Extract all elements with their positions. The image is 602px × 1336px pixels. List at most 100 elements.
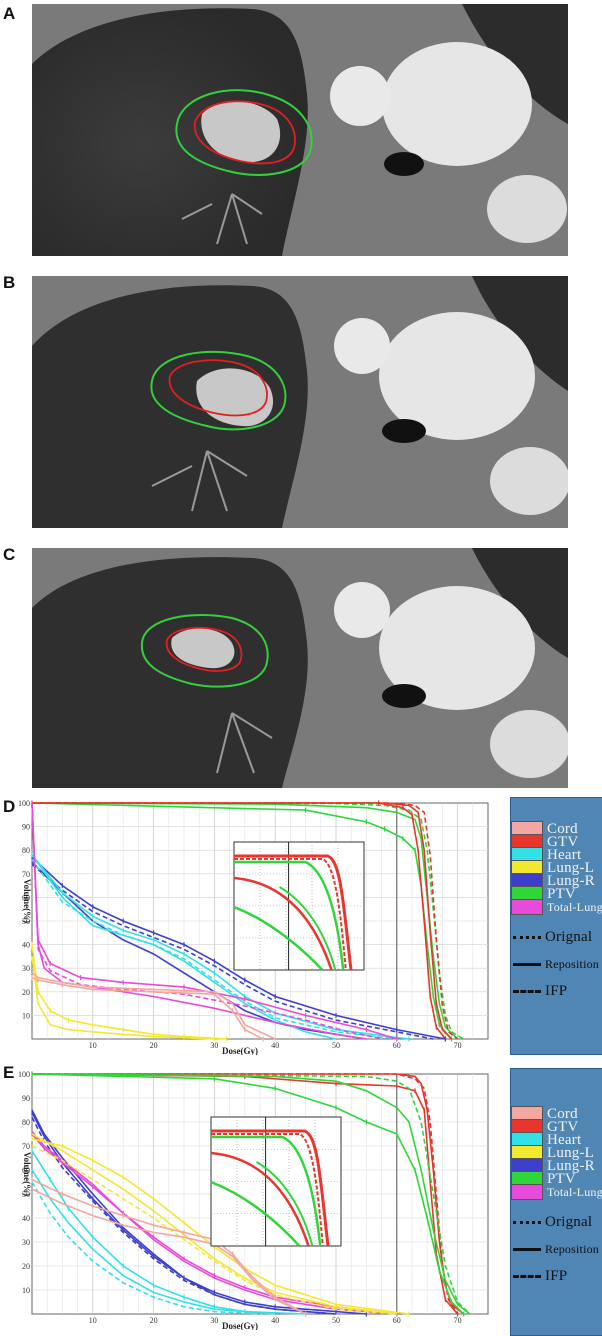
ct-image-a [32,4,568,256]
legend-item-total_lung: Total-Lung [511,898,602,916]
panel-label-b: B [3,273,16,292]
y-tick-label: 50 [22,1190,30,1199]
series-line-lung_r [31,861,367,1040]
series-line-lung_r [31,1109,337,1315]
y-tick-label: 100 [18,799,30,808]
x-tick-label: 10 [89,1316,97,1325]
y-tick-label: 90 [22,1094,30,1103]
legend-item-cord: Cord [511,1105,578,1123]
series-line-lung_l [31,956,215,1040]
x-tick-label: 10 [89,1041,97,1050]
series-line-lung_l [31,1145,397,1315]
x-axis-title: Dose(Gy) [222,1321,258,1330]
series-line-ptv [31,802,465,1040]
legend-label: Heart [547,1131,582,1148]
legend-line-label: Orignal [545,928,593,945]
legend-line-sample [513,962,541,966]
legend-label: GTV [547,833,579,850]
series-line-heart [31,1169,276,1315]
series-line-total_lung [31,1133,397,1315]
x-tick-label: 60 [393,1041,401,1050]
ct-image-b [32,276,568,528]
series-line-gtv [32,1073,459,1315]
series-line-lung_l [31,944,227,1040]
y-tick-label: 100 [18,1070,30,1079]
inset-curve [210,1151,310,1247]
y-tick-label: 40 [22,941,30,950]
series-line-lung_r [31,856,446,1040]
x-tick-label: 50 [332,1041,340,1050]
y-tick-label: 90 [22,823,30,832]
legend-label: GTV [547,1118,579,1135]
inset-curve [211,1133,324,1247]
series-line-heart [31,859,397,1040]
legend-line-ifp: IFP [511,982,567,1000]
legend-label: Lung-R [547,872,595,889]
legend-item-lung_l: Lung-L [511,1144,594,1162]
y-tick-label: 80 [22,846,30,855]
ct-scan-a [32,4,568,256]
legend-item-ptv: PTV [511,1170,576,1188]
inset-curve [278,886,337,971]
y-tick-label: 20 [22,1262,30,1271]
x-tick-label: 20 [150,1041,158,1050]
legend-label: Heart [547,846,582,863]
y-tick-label: 80 [22,1118,30,1127]
legend-item-lung_r: Lung-R [511,1157,595,1175]
y-tick-label: 30 [22,964,30,973]
x-tick-label: 30 [210,1041,218,1050]
y-tick-label: 30 [22,1238,30,1247]
panel-label-a: A [3,4,16,23]
inset-curve [233,905,324,971]
series-line-lung_r [31,863,434,1040]
y-tick-label: 60 [22,893,30,902]
legend-label: Cord [547,1105,578,1122]
inset-zoom [210,1116,342,1247]
legend-line-reposition: Reposition [511,1240,599,1258]
y-tick-label: 60 [22,1166,30,1175]
series-line-cord [31,1188,306,1315]
legend-panel-d: Cord GTV Heart Lung-L Lung-R PTV Total-Lung Ori… [510,797,602,1055]
panel-label-e: E [3,1063,15,1082]
inset-curve [211,1135,322,1247]
legend-label: Cord [547,820,578,837]
x-tick-label: 50 [332,1316,340,1325]
y-tick-label: 50 [22,917,30,926]
inset-curve [234,860,345,971]
ct-scan-c [32,548,568,788]
x-axis-title: Dose(Gy) [222,1046,258,1055]
legend-line-label: Orignal [545,1213,593,1230]
series-line-total_lung [31,802,367,1040]
y-axis-title: Volume(%) [22,1152,32,1196]
y-tick-label: 10 [22,1011,30,1020]
y-tick-label: 40 [22,1214,30,1223]
legend-label: Lung-L [547,1144,595,1161]
y-tick-label: 20 [22,988,30,997]
series-line-heart [31,1150,306,1315]
legend-line-ifp: IFP [511,1267,567,1285]
inset-curve [210,1180,301,1247]
legend-line-sample [513,1274,541,1278]
legend-swatch-total_lung [511,899,543,915]
x-tick-label: 20 [150,1316,158,1325]
x-tick-label: 70 [454,1316,462,1325]
series-line-ptv [31,1073,471,1315]
legend-line-label: IFP [545,1267,568,1284]
inset-curve [255,1161,314,1247]
legend-line-sample [513,1247,541,1251]
legend-line-sample [513,935,541,939]
legend-line-label: Reposition [545,956,600,971]
legend-swatch-total_lung [511,1184,543,1200]
series-line-total_lung [31,1131,397,1315]
legend-line-label: IFP [545,982,568,999]
legend-label: Total-Lung [547,899,602,914]
dvh-chart-e: 10 20 30 40 50 60 70 80 90 100 10 20 30 40 50 60 70 Dose(… [18,1070,489,1330]
legend-label: PTV [547,1170,576,1187]
legend-label: PTV [547,885,576,902]
legend-item-lung_l: Lung-L [511,859,594,877]
legend-label: Lung-R [547,1157,595,1174]
legend-line-original: Orignal [511,1213,592,1231]
ct-scan-b [32,276,568,528]
inset-curve [211,1129,330,1247]
ct-image-c [32,548,568,788]
